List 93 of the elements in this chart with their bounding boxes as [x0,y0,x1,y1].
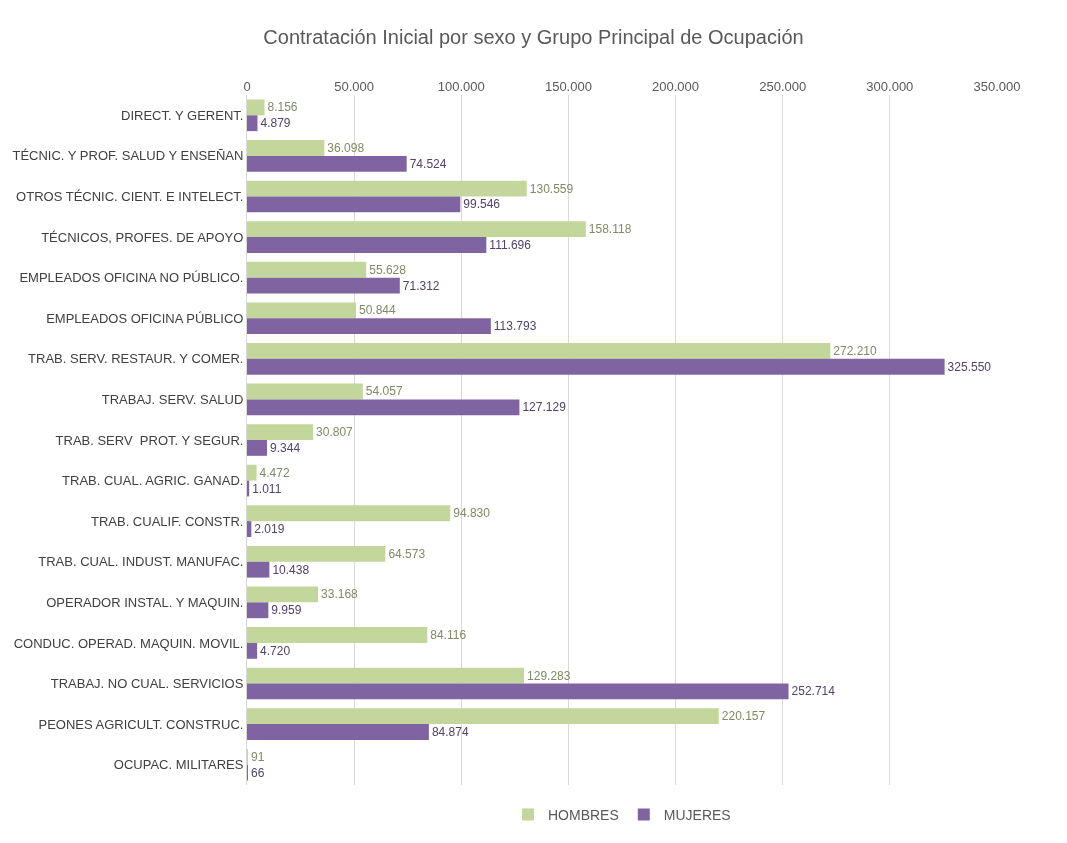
y-tick-label: EMPLEADOS OFICINA PÚBLICO [46,310,244,326]
y-tick-label: EMPLEADOS OFICINA NO PÚBLICO. [19,270,244,286]
bar [247,99,265,116]
data-label: 113.793 [493,319,537,334]
data-label: 9.344 [270,440,301,455]
data-label: 9.959 [271,603,302,618]
data-label: 2.019 [254,522,285,537]
bar [247,667,525,684]
chart-title: Contratación Inicial por sexo y Grupo Principal de Ocupación [263,25,804,48]
data-label: 33.168 [321,587,359,602]
data-label: 71.312 [402,278,440,293]
y-tick-label: OCUPAC. MILITARES [113,757,244,773]
bar [247,237,487,253]
x-tick-label: 100.000 [437,79,485,95]
data-label: 84.874 [431,725,469,740]
data-label: 111.696 [489,237,532,252]
data-label: 1.011 [252,481,282,496]
data-label: 99.546 [463,197,501,212]
data-label: 4.879 [260,116,291,131]
bar [247,399,520,416]
bar [247,602,269,619]
y-tick-label: TRAB. SERV. RESTAUR. Y COMER. [28,351,244,367]
data-label: 8.156 [267,100,298,115]
data-label: 74.524 [409,156,447,171]
bar [247,505,451,522]
bar [247,683,789,700]
legend-label: MUJERES [663,806,731,823]
y-tick-label: TÉCNICOS, PROFES. DE APOYO [41,229,244,245]
data-label: 127.129 [522,400,567,415]
data-label: 54.057 [365,384,403,399]
bar [247,424,314,440]
bar [247,358,945,375]
data-label: 4.472 [259,465,290,480]
bar [247,521,252,538]
data-label: 64.573 [388,546,426,561]
data-label: 55.628 [369,262,407,277]
y-tick-label: TRAB. SERV PROT. Y SEGUR. [55,432,244,448]
data-label: 84.116 [430,628,467,643]
data-label: 36.098 [327,140,365,155]
x-tick-label: 50.000 [334,79,375,95]
data-label: 10.438 [272,562,310,577]
x-tick-label: 150.000 [544,79,592,95]
bar [247,140,325,156]
y-tick-label: TÉCNIC. Y PROF. SALUD Y ENSEÑAN [12,148,244,164]
bar [247,318,491,335]
bar [247,464,257,481]
bar [247,627,428,643]
y-tick-label: TRABAJ. NO CUAL. SERVICIOS [50,676,244,692]
bar [247,383,363,400]
x-tick-label: 0 [243,79,251,95]
y-tick-label: OPERADOR INSTAL. Y MAQUIN. [46,594,244,610]
y-tick-label: DIRECT. Y GERENT. [121,107,244,123]
bar [247,342,831,359]
y-tick-label: TRAB. CUALIF. CONSTR. [90,513,244,529]
bar [247,708,719,725]
x-tick-label: 200.000 [652,79,700,95]
bar [247,724,429,740]
legend-label: HOMBRES [548,806,619,823]
data-label: 91 [251,749,265,764]
bar [247,196,461,213]
y-tick-label: CONDUC. OPERAD. MAQUIN. MOVIL. [13,635,244,651]
bar [247,115,258,132]
x-tick-label: 350.000 [973,79,1021,95]
data-label: 30.807 [316,425,354,440]
data-label: 129.283 [527,668,571,683]
x-tick-label: 250.000 [759,79,807,95]
data-label: 158.118 [588,222,632,237]
bar [247,155,407,172]
data-label: 4.720 [260,643,291,658]
y-tick-label: OTROS TÉCNIC. CIENT. E INTELECT. [16,189,244,205]
data-label: 66 [251,765,265,780]
data-label: 94.830 [453,506,491,521]
y-tick-label: TRAB. CUAL. AGRIC. GANAD. [62,473,244,489]
data-label: 50.844 [358,303,396,318]
y-tick-label: PEONES AGRICULT. CONSTRUC. [38,716,244,732]
y-tick-label: TRAB. CUAL. INDUST. MANUFAC. [38,554,244,570]
bar [247,261,367,278]
bar [247,561,270,578]
bar [247,277,400,294]
data-label: 252.714 [791,684,836,699]
y-tick-label: TRABAJ. SERV. SALUD [101,391,244,407]
bar [247,545,386,562]
data-label: 220.157 [721,709,766,724]
x-tick-label: 300.000 [866,79,914,95]
bar [247,642,258,659]
data-label: 130.559 [529,181,574,196]
data-label: 325.550 [947,359,992,374]
bar [247,440,268,456]
bar [247,180,527,197]
bar [247,302,356,319]
bar [247,586,319,603]
bar [247,221,586,238]
data-label: 272.210 [833,343,878,358]
